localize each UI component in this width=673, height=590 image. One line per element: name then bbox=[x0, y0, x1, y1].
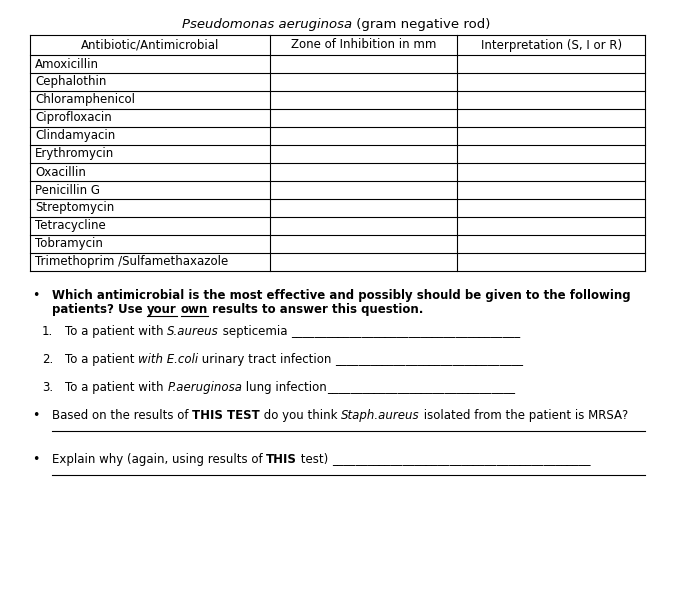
Text: Cephalothin: Cephalothin bbox=[35, 76, 106, 88]
Text: (gram negative rod): (gram negative rod) bbox=[353, 18, 491, 31]
Text: your: your bbox=[147, 303, 176, 316]
Text: Based on the results of: Based on the results of bbox=[52, 409, 192, 422]
Text: ________________________________: ________________________________ bbox=[336, 353, 524, 366]
Text: Erythromycin: Erythromycin bbox=[35, 148, 114, 160]
Text: •: • bbox=[32, 453, 40, 466]
Text: 2.: 2. bbox=[42, 353, 53, 366]
Text: 1.: 1. bbox=[42, 325, 53, 338]
Text: with E.coli: with E.coli bbox=[138, 353, 199, 366]
Text: P.aeruginosa: P.aeruginosa bbox=[168, 381, 242, 394]
Text: do you think: do you think bbox=[260, 409, 341, 422]
Text: Antibiotic/Antimicrobial: Antibiotic/Antimicrobial bbox=[81, 38, 219, 51]
Text: ____________________________________________: ________________________________________… bbox=[332, 453, 591, 466]
Text: _______________________________________: _______________________________________ bbox=[291, 325, 520, 338]
Text: Amoxicillin: Amoxicillin bbox=[35, 57, 99, 70]
Text: Streptomycin: Streptomycin bbox=[35, 202, 114, 215]
Text: ________________________________: ________________________________ bbox=[327, 381, 515, 394]
Text: Oxacillin: Oxacillin bbox=[35, 166, 86, 179]
Text: patients? Use: patients? Use bbox=[52, 303, 147, 316]
Text: septicemia: septicemia bbox=[219, 325, 291, 338]
Text: Tetracycline: Tetracycline bbox=[35, 219, 106, 232]
Text: Zone of Inhibition in mm: Zone of Inhibition in mm bbox=[291, 38, 436, 51]
Text: Clindamyacin: Clindamyacin bbox=[35, 129, 115, 143]
Text: lung infection: lung infection bbox=[242, 381, 327, 394]
Text: isolated from the patient is MRSA?: isolated from the patient is MRSA? bbox=[420, 409, 628, 422]
Text: Staph.aureus: Staph.aureus bbox=[341, 409, 420, 422]
Text: THIS: THIS bbox=[267, 453, 297, 466]
Text: Trimethoprim /Sulfamethaxazole: Trimethoprim /Sulfamethaxazole bbox=[35, 255, 228, 268]
Text: Interpretation (S, I or R): Interpretation (S, I or R) bbox=[481, 38, 622, 51]
Text: own: own bbox=[180, 303, 208, 316]
Text: 3.: 3. bbox=[42, 381, 53, 394]
Text: To a patient with: To a patient with bbox=[65, 381, 168, 394]
Text: THIS TEST: THIS TEST bbox=[192, 409, 260, 422]
Text: •: • bbox=[32, 409, 40, 422]
Text: To a patient: To a patient bbox=[65, 353, 138, 366]
Text: Ciprofloxacin: Ciprofloxacin bbox=[35, 112, 112, 124]
Text: Tobramycin: Tobramycin bbox=[35, 238, 103, 251]
Text: •: • bbox=[32, 289, 40, 302]
Text: Pseudomonas aeruginosa: Pseudomonas aeruginosa bbox=[182, 18, 353, 31]
Text: Which antimicrobial is the most effective and possibly should be given to the fo: Which antimicrobial is the most effectiv… bbox=[52, 289, 631, 302]
Text: S.aureus: S.aureus bbox=[168, 325, 219, 338]
Text: Chloramphenicol: Chloramphenicol bbox=[35, 93, 135, 107]
Text: test): test) bbox=[297, 453, 332, 466]
Text: Explain why (again, using results of: Explain why (again, using results of bbox=[52, 453, 267, 466]
Text: Penicillin G: Penicillin G bbox=[35, 183, 100, 196]
Text: urinary tract infection: urinary tract infection bbox=[199, 353, 336, 366]
Text: To a patient with: To a patient with bbox=[65, 325, 168, 338]
Text: results to answer this question.: results to answer this question. bbox=[208, 303, 423, 316]
